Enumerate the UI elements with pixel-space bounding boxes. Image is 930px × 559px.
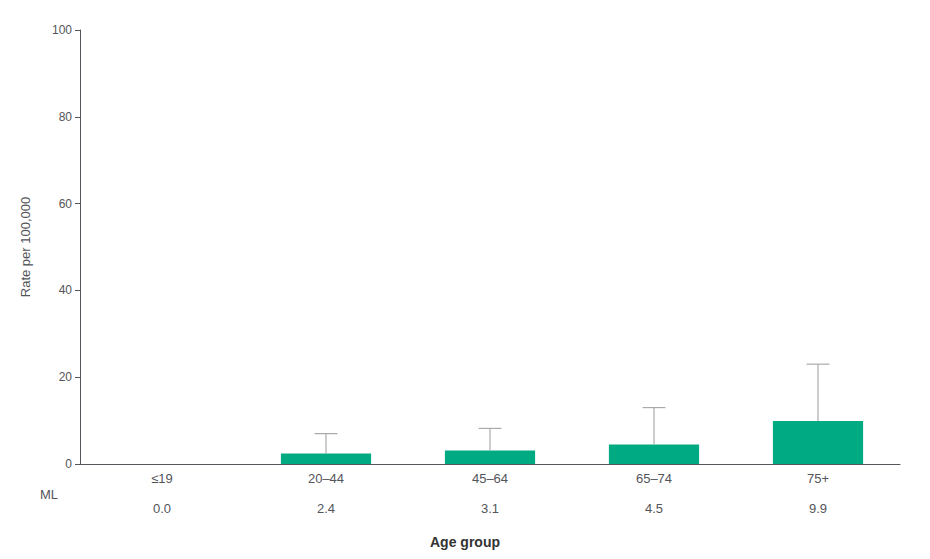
svg-text:4.5: 4.5 <box>645 501 663 516</box>
svg-text:40: 40 <box>59 283 73 297</box>
svg-text:Rate per 100,000: Rate per 100,000 <box>18 197 33 297</box>
svg-text:20–44: 20–44 <box>308 471 344 486</box>
svg-text:0: 0 <box>65 457 72 471</box>
svg-text:75+: 75+ <box>807 471 829 486</box>
svg-text:2.4: 2.4 <box>317 501 335 516</box>
svg-text:Age group: Age group <box>430 534 500 550</box>
svg-text:3.1: 3.1 <box>481 501 499 516</box>
svg-text:9.9: 9.9 <box>809 501 827 516</box>
svg-text:20: 20 <box>59 370 73 384</box>
svg-text:0.0: 0.0 <box>153 501 171 516</box>
svg-text:100: 100 <box>52 23 72 37</box>
svg-text:≤19: ≤19 <box>151 471 173 486</box>
svg-text:ML: ML <box>40 487 58 502</box>
svg-text:60: 60 <box>59 197 73 211</box>
svg-text:65–74: 65–74 <box>636 471 672 486</box>
svg-text:45–64: 45–64 <box>472 471 508 486</box>
svg-text:80: 80 <box>59 110 73 124</box>
